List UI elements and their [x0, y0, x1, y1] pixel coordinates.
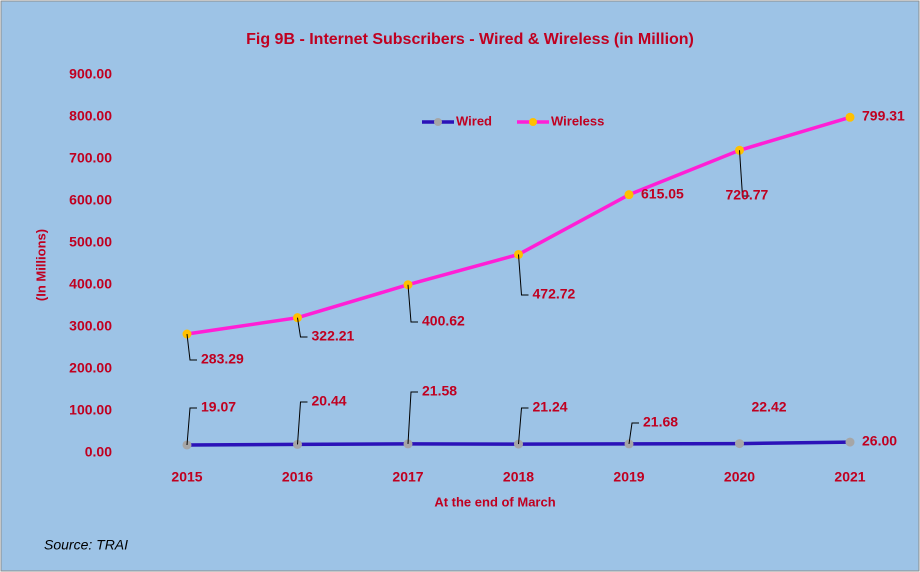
- x-axis-title: At the end of March: [434, 494, 555, 509]
- leader-line: [297, 317, 308, 338]
- data-label: 19.07: [201, 399, 236, 415]
- legend-marker: [434, 118, 442, 126]
- leader-line: [628, 422, 639, 444]
- data-label: 283.29: [201, 351, 244, 367]
- data-label: 400.62: [422, 313, 465, 329]
- leader-line: [186, 333, 197, 361]
- y-tick-label: 200.00: [69, 360, 112, 376]
- data-label: 799.31: [862, 108, 905, 124]
- x-tick-label: 2016: [282, 469, 313, 485]
- legend-label: Wired: [456, 113, 492, 128]
- x-tick-label: 2021: [834, 469, 865, 485]
- y-tick-label: 600.00: [69, 192, 112, 208]
- data-label: 26.00: [862, 433, 897, 449]
- chart-title: Fig 9B - Internet Subscribers - Wired & …: [246, 31, 694, 48]
- x-tick-label: 2017: [392, 469, 423, 485]
- leader-line: [297, 401, 308, 445]
- data-label: 22.42: [752, 399, 787, 415]
- marker: [735, 439, 744, 449]
- leader-line: [186, 407, 197, 446]
- x-tick-label: 2020: [724, 469, 755, 485]
- y-tick-label: 300.00: [69, 318, 112, 334]
- data-label: 20.44: [312, 393, 347, 409]
- leader-line: [407, 284, 418, 323]
- marker: [624, 190, 634, 200]
- y-tick-label: 900.00: [69, 66, 112, 82]
- y-tick-label: 800.00: [69, 108, 112, 124]
- y-tick-label: 0.00: [85, 444, 112, 460]
- data-label: 472.72: [533, 286, 576, 302]
- x-tick-label: 2018: [503, 469, 534, 485]
- y-tick-label: 700.00: [69, 150, 112, 166]
- data-label: 21.24: [533, 399, 568, 415]
- leader-line: [518, 407, 529, 445]
- leader-line: [407, 391, 418, 444]
- legend-marker: [529, 118, 537, 126]
- leader-line: [518, 254, 529, 296]
- x-tick-label: 2015: [171, 469, 202, 485]
- marker: [845, 112, 855, 122]
- y-axis-title: (In Millions): [33, 229, 48, 301]
- x-tick-label: 2019: [613, 469, 644, 485]
- data-label: 21.68: [643, 414, 678, 430]
- y-tick-label: 500.00: [69, 234, 112, 250]
- y-tick-label: 100.00: [69, 402, 112, 418]
- data-label: 322.21: [312, 328, 355, 344]
- leader-line: [739, 150, 750, 197]
- legend-label: Wireless: [551, 113, 604, 128]
- marker: [514, 249, 523, 259]
- data-label: 21.58: [422, 383, 457, 399]
- source: Source: TRAI: [44, 537, 128, 553]
- data-label: 720.77: [726, 187, 769, 203]
- y-tick-label: 400.00: [69, 276, 112, 292]
- data-label: 615.05: [641, 186, 684, 202]
- marker: [845, 437, 855, 447]
